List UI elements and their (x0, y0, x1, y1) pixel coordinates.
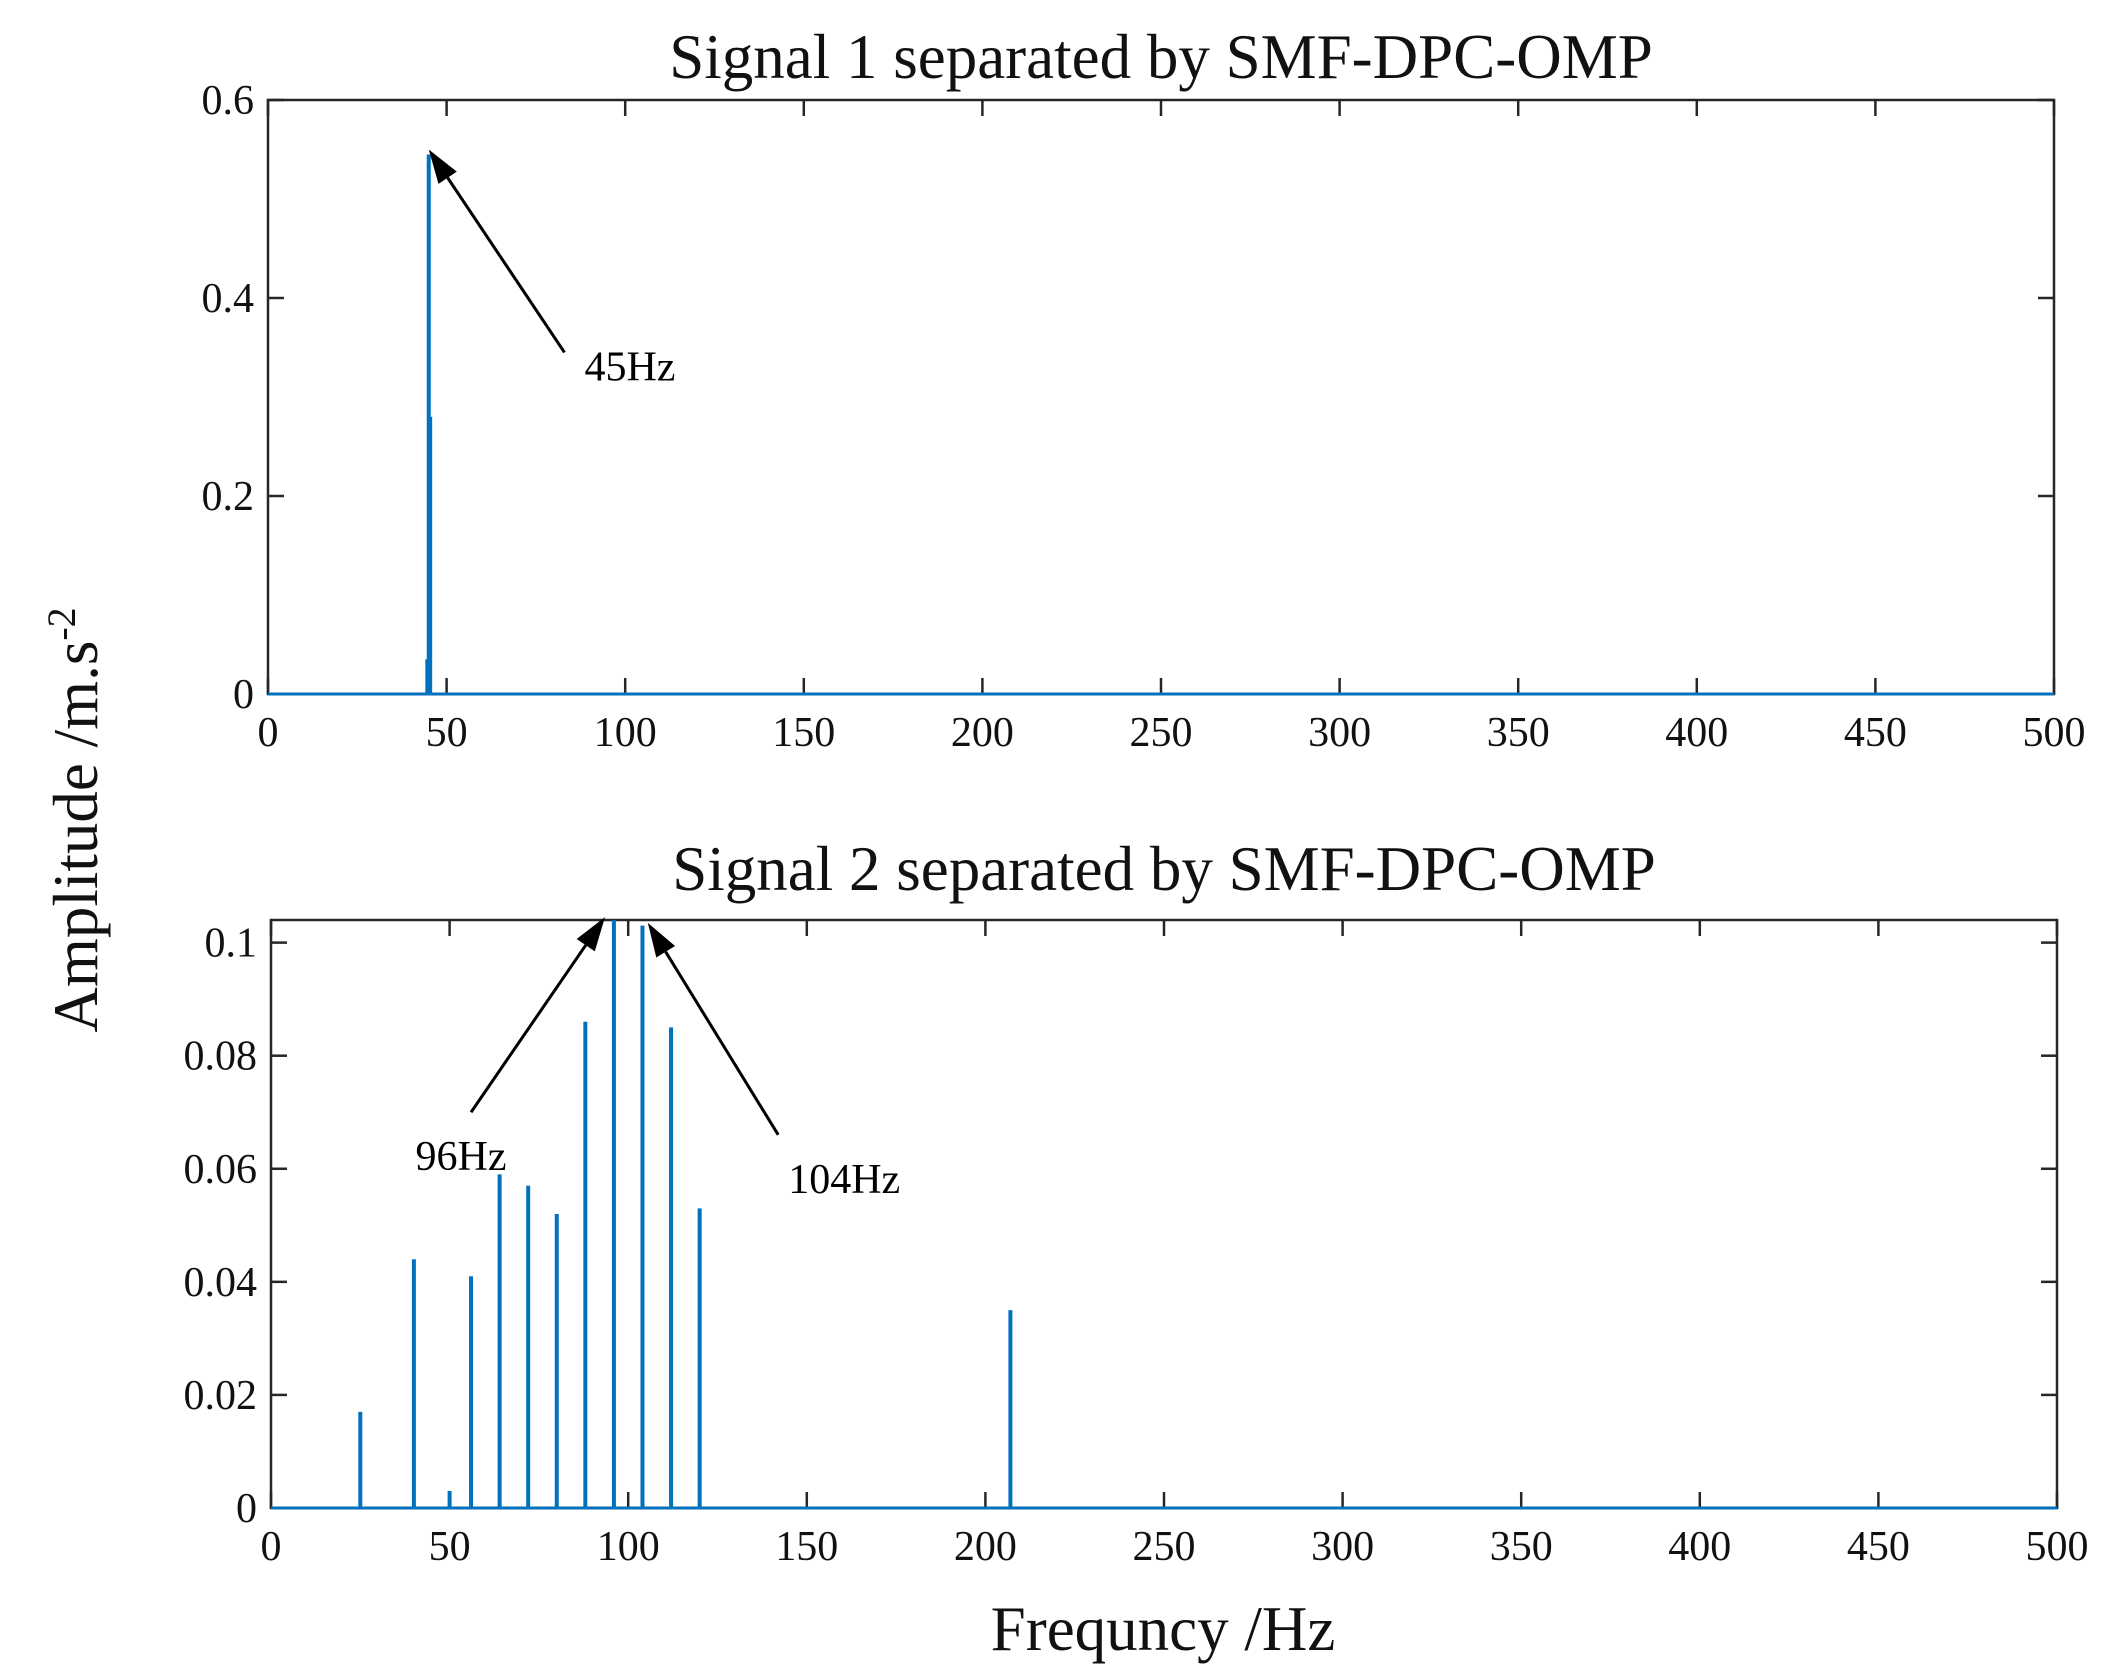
x-tick-label: 400 (1668, 1524, 1731, 1570)
y-tick-label: 0.06 (184, 1147, 258, 1193)
x-tick-label: 300 (1308, 710, 1371, 756)
annotation-arrow (664, 951, 780, 1136)
y-tick-label: 0.08 (184, 1034, 258, 1080)
y-tick-label: 0 (236, 1486, 257, 1532)
plot-1: Signal 1 separated by SMF-DPC-OMP 0 50 100 1… (202, 22, 2086, 756)
y-tick-label: 0.2 (202, 474, 255, 520)
plot-2: Signal 2 separated by SMF-DPC-OMP 0 50 100 1… (184, 834, 2089, 1570)
chart-title: Signal 2 separated by SMF-DPC-OMP (672, 834, 1656, 904)
x-tick-label: 450 (1847, 1524, 1910, 1570)
x-tick-label: 50 (429, 1524, 471, 1570)
annotation-arrowhead (647, 922, 676, 958)
x-tick-label: 150 (772, 710, 835, 756)
x-tick-label: 500 (2023, 710, 2086, 756)
x-tick-label: 100 (594, 710, 657, 756)
x-axis-label: Frequncy /Hz (991, 1594, 1336, 1664)
x-tick-label: 200 (951, 710, 1014, 756)
y-axis-label: Amplitude /m.s-2 (39, 607, 112, 1032)
x-tick-label: 300 (1311, 1524, 1374, 1570)
annotation-label: 104Hz (788, 1157, 900, 1203)
chart-title: Signal 1 separated by SMF-DPC-OMP (669, 22, 1653, 92)
x-tick-label: 100 (597, 1524, 660, 1570)
annotation-label: 45Hz (584, 344, 675, 390)
x-tick-label: 350 (1490, 1524, 1553, 1570)
y-tick-label: 0.04 (184, 1260, 258, 1306)
plot-frame (266, 98, 2056, 696)
y-tick-label: 0.02 (184, 1373, 258, 1419)
x-tick-label: 250 (1133, 1524, 1196, 1570)
x-tick-label: 500 (2026, 1524, 2089, 1570)
plot-frame (269, 918, 2059, 1510)
x-tick-label: 150 (775, 1524, 838, 1570)
y-tick-label: 0.4 (202, 276, 255, 322)
x-tick-label: 50 (426, 710, 468, 756)
annotation-arrow (469, 944, 587, 1114)
annotation-arrowhead (428, 149, 457, 184)
x-tick-label: 400 (1665, 710, 1728, 756)
y-tick-label: 0 (233, 672, 254, 718)
x-tick-label: 0 (258, 710, 279, 756)
x-tick-label: 0 (261, 1524, 282, 1570)
y-tick-label: 0.6 (202, 78, 255, 124)
x-tick-label: 350 (1487, 710, 1550, 756)
x-tick-label: 450 (1844, 710, 1907, 756)
x-tick-label: 250 (1130, 710, 1193, 756)
y-tick-label: 0.1 (205, 921, 258, 967)
annotation-label: 96Hz (416, 1134, 507, 1180)
annotation-arrowhead (576, 917, 605, 952)
annotation-arrow (446, 176, 566, 354)
x-tick-label: 200 (954, 1524, 1017, 1570)
